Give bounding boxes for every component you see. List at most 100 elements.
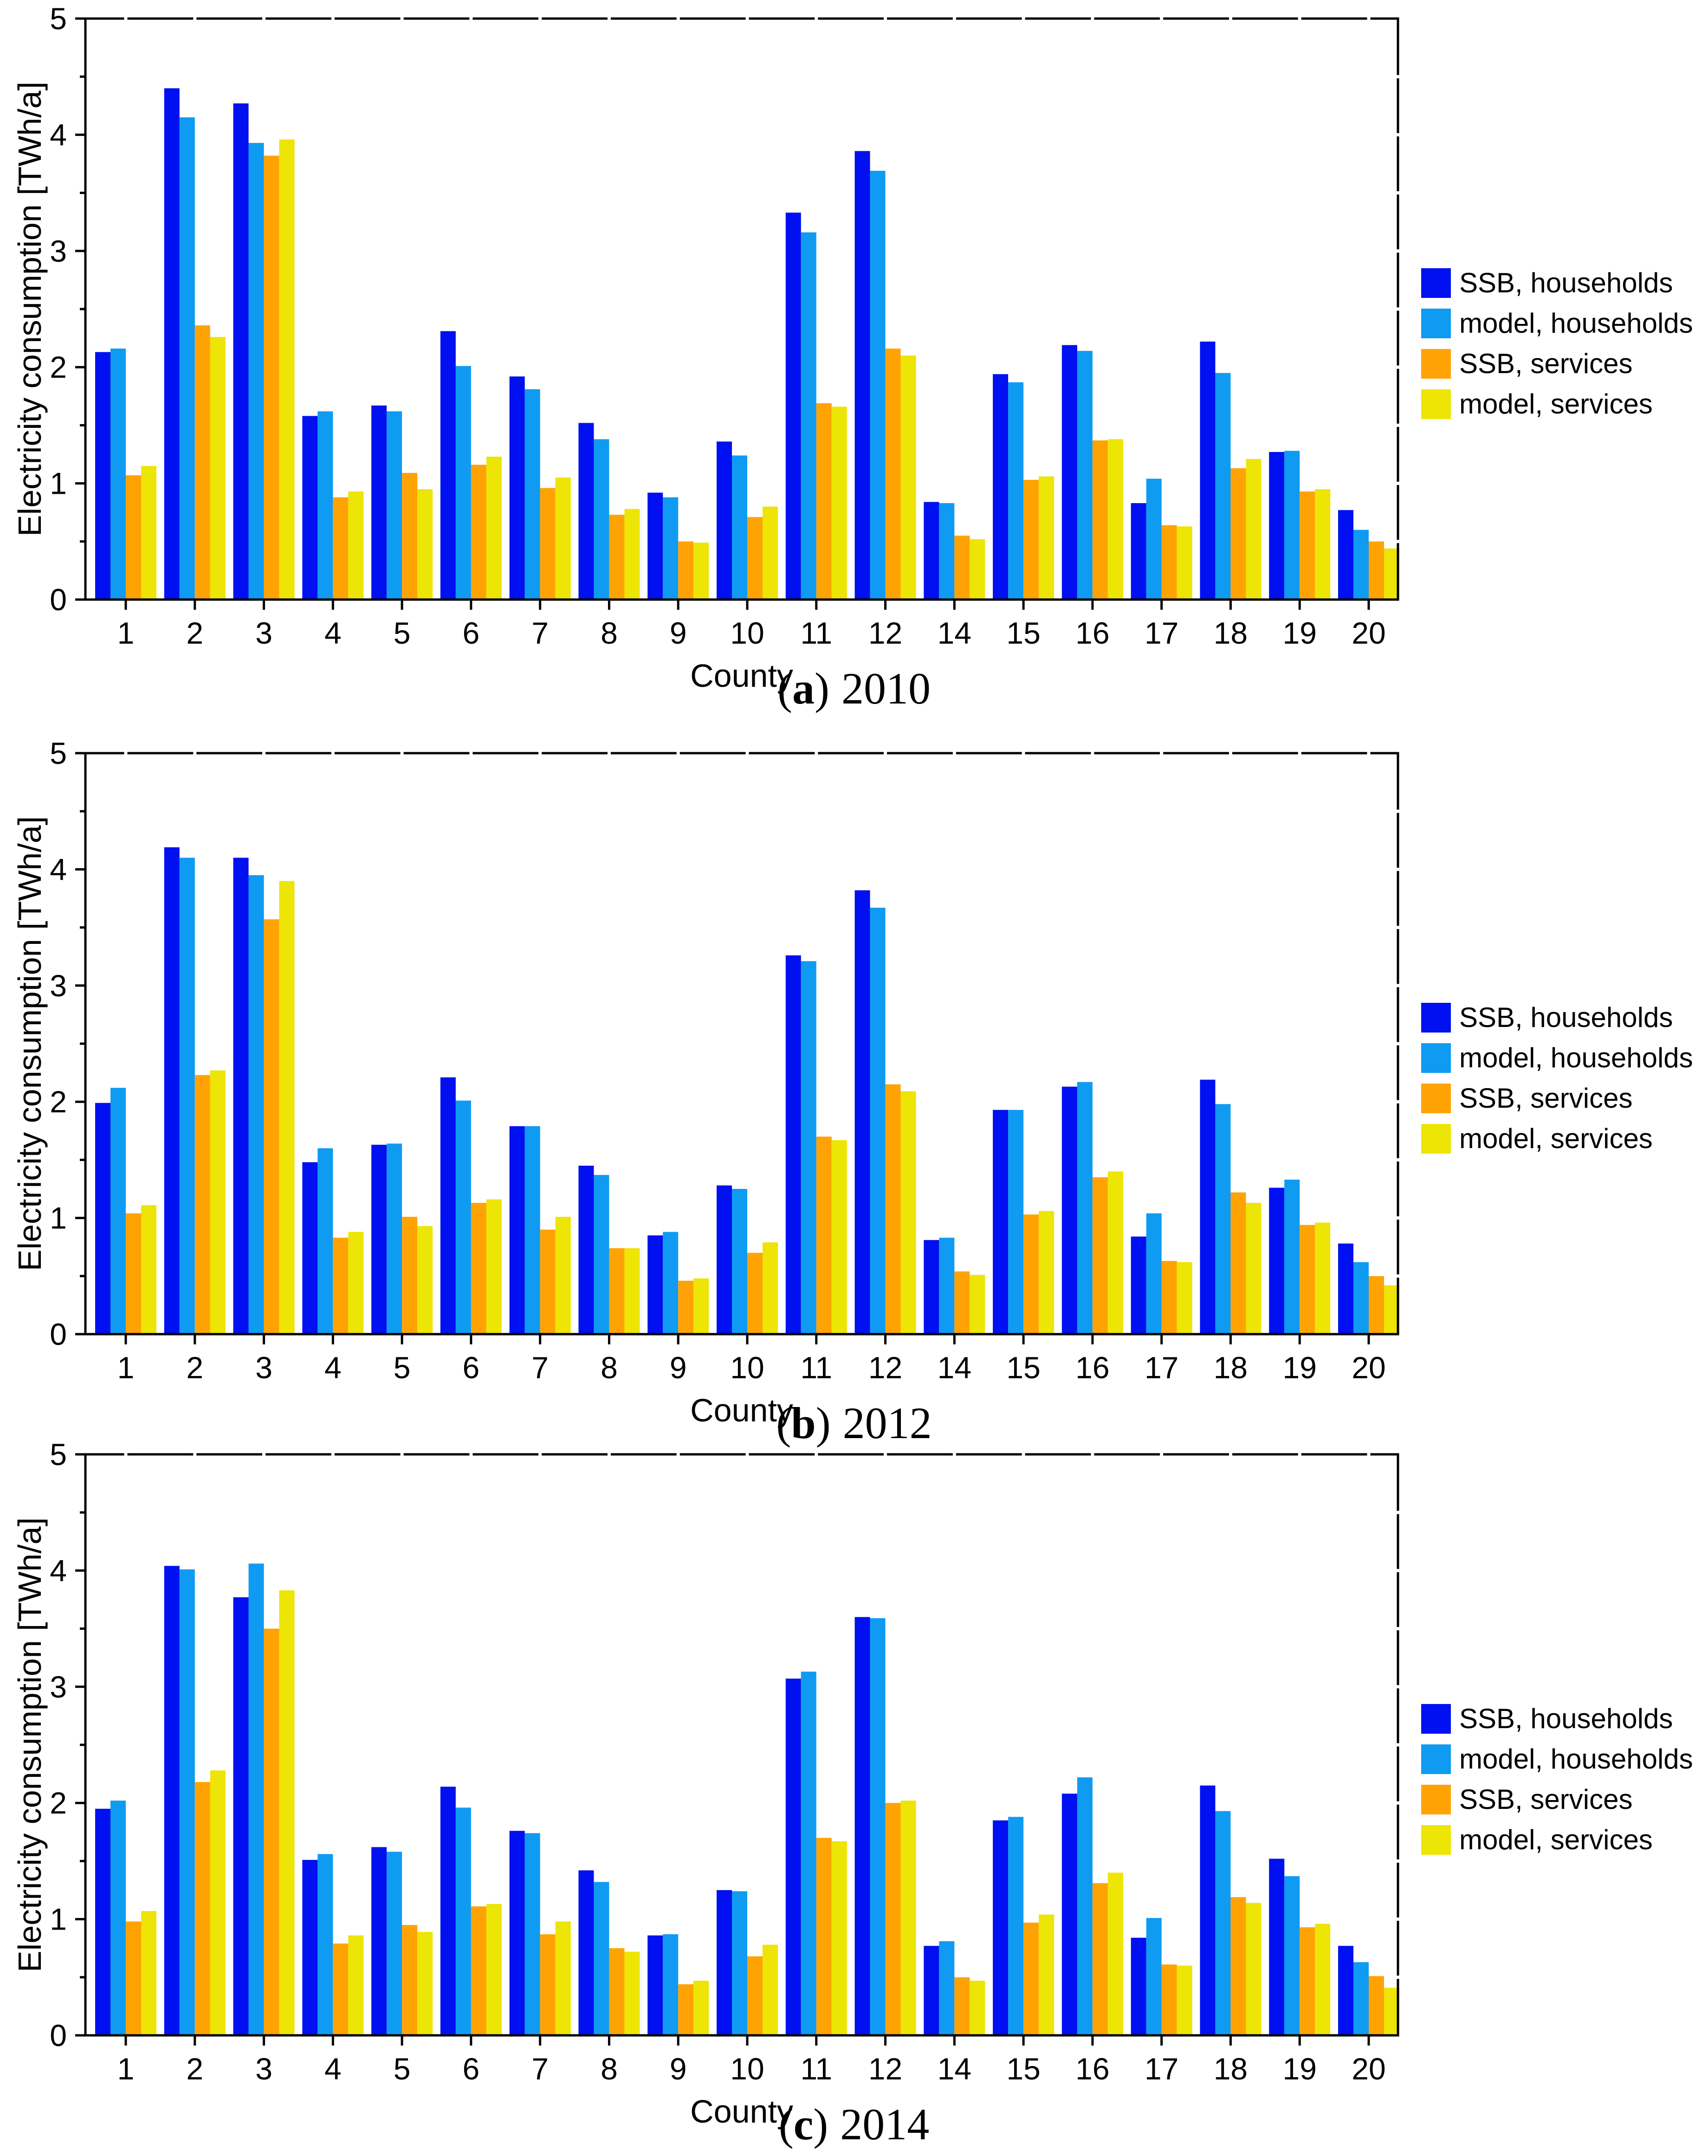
top-tick-gap [331,751,335,755]
bar [1338,510,1353,600]
series-1 [95,847,1353,1334]
bar [333,497,349,600]
right-tick-gap [1396,1859,1400,1863]
y-tick-label: 0 [50,582,67,617]
top-tick-gap [538,16,542,21]
y-axis-labels: 0 1 2 3 4 5 [50,736,67,1351]
bar [1177,1965,1192,2035]
bar [870,171,886,600]
caption-year: 2010 [841,664,931,713]
top-tick-gap [400,1452,404,1457]
bar [248,142,264,600]
bar [1161,1964,1177,2035]
legend-swatch [1421,1825,1451,1855]
bar [1338,1946,1353,2035]
legend-2014: SSB, households model, households SSB, ser… [1421,1704,1693,1866]
bar [1161,525,1177,600]
right-tick-gap [1396,1627,1400,1631]
top-tick-gap [607,1452,611,1457]
bar [747,1956,763,2035]
bars [95,847,1399,1334]
bar [164,847,180,1334]
bar [524,389,540,600]
bar [95,1103,110,1334]
bar [624,509,640,600]
right-tick-gap [1396,423,1400,427]
bar [1300,1927,1315,2035]
bar [1008,382,1024,600]
legend-item: model, services [1421,389,1693,419]
top-tick-gap [745,16,749,21]
x-tick-label: 14 [938,2052,971,2086]
bar [1338,1243,1353,1334]
bar [264,919,279,1334]
bar [371,1144,387,1334]
bar [1023,480,1039,600]
top-tick-gap [815,16,818,21]
x-tick-label: 6 [463,2052,480,2086]
y-tick-label: 5 [50,1,67,36]
bar [1215,373,1231,600]
bar [1353,1262,1369,1334]
bar [194,1075,210,1334]
top-tick-gap [262,751,266,755]
caption-paren-close: ) [815,664,829,713]
x-tick-label: 20 [1352,1350,1385,1385]
bar [110,349,126,600]
bar [900,355,916,600]
x-tick-label: 3 [255,2052,272,2086]
bar [279,1590,295,2035]
bar [141,1205,156,1334]
bar [1131,503,1146,600]
bar [555,1921,571,2035]
bar [801,232,816,600]
bar [1246,1903,1262,2035]
y-axis-labels: 0 1 2 3 4 5 [50,1437,67,2053]
bar [1315,489,1331,600]
x-tick-label: 10 [730,2052,764,2086]
bar [440,1077,456,1334]
series-2 [110,117,1369,600]
caption-paren-close: ) [815,1398,831,1448]
bar [816,1838,832,2035]
right-tick-gap [1396,75,1400,78]
bar [540,1229,556,1334]
x-axis-ticks [124,600,1370,610]
bar [471,465,486,600]
bar [141,1911,156,2035]
bar [233,1597,249,2035]
bar [594,1175,609,1334]
right-tick-gap [1396,1274,1400,1278]
right-tick-gap [1396,1801,1400,1805]
x-tick-label: 7 [531,1350,549,1385]
bar [333,1943,349,2035]
bar [954,536,970,600]
top-tick-gap [469,751,473,755]
bar [1284,1179,1300,1334]
bar [732,1189,747,1334]
bar [609,1248,625,1334]
x-tick-label: 16 [1075,2052,1109,2086]
top-tick-gap [1091,751,1094,755]
bar [555,1217,571,1334]
y-tick-label: 0 [50,1317,67,1351]
bar [1146,1918,1162,2035]
bars [95,88,1399,600]
right-tick-gap [1396,1100,1400,1104]
x-tick-label: 17 [1145,1350,1178,1385]
bar [1061,1794,1077,2035]
top-tick-gap [1091,16,1094,21]
bar [693,542,709,600]
top-tick-gap [1298,16,1301,21]
top-tick-gap [1367,751,1371,755]
right-tick-gap [1396,365,1400,369]
bar [1300,1225,1315,1334]
x-tick-label: 20 [1352,616,1385,650]
right-tick-gap [1396,133,1400,136]
bar [717,1185,732,1334]
bar [1008,1110,1024,1334]
chart-block-2012: 0 1 2 3 4 5 1 2 3 4 5 6 7 8 9 10 11 12 14 15 16 17 18 19 20 Count… [0,735,1708,1453]
x-tick-label: 2 [186,616,203,650]
